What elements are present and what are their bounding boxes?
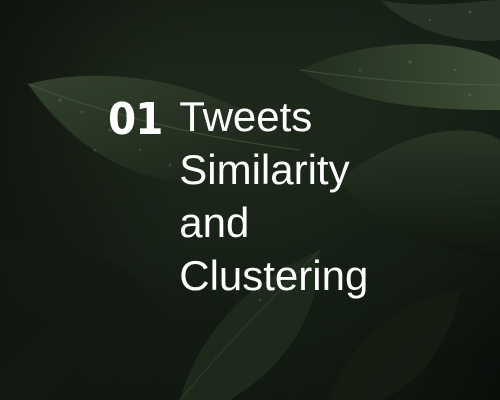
title-line: and bbox=[179, 199, 250, 246]
title-line: Tweets bbox=[179, 93, 313, 140]
title-block: 01 Tweets Similarity and Clustering bbox=[108, 93, 368, 302]
slide-number: 01 bbox=[108, 94, 163, 145]
slide-title: Tweets Similarity and Clustering bbox=[179, 90, 368, 302]
title-line: Clustering bbox=[179, 252, 369, 299]
title-line: Similarity bbox=[179, 146, 350, 193]
